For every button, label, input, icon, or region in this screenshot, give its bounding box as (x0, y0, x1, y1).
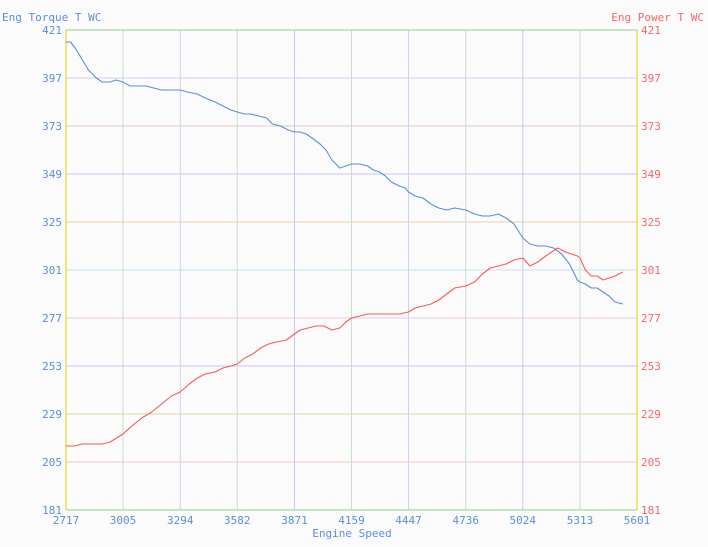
y-tick-label-right: 229 (641, 408, 661, 421)
y-tick-label-right: 301 (641, 264, 661, 277)
y-tick-label-left: 421 (42, 24, 62, 37)
y-tick-label-left: 325 (42, 216, 62, 229)
y-tick-label-left: 349 (42, 168, 62, 181)
y-tick-label-right: 277 (641, 312, 661, 325)
x-tick-label: 3005 (110, 514, 137, 527)
y-tick-label-right: 421 (641, 24, 661, 37)
label-layer: Eng Torque T WC Eng Power T WC Engine Sp… (2, 11, 704, 540)
x-tick-label: 4159 (338, 514, 365, 527)
x-tick-label: 5024 (510, 514, 537, 527)
left-axis-title: Eng Torque T WC (2, 11, 101, 24)
torque-series-line (66, 41, 624, 305)
right-axis-title: Eng Power T WC (611, 11, 704, 24)
x-tick-label: 3582 (224, 514, 251, 527)
power-series-line (66, 247, 624, 447)
y-tick-label-left: 205 (42, 456, 62, 469)
y-tick-label-right: 349 (641, 168, 661, 181)
y-tick-label-left: 373 (42, 120, 62, 133)
y-tick-label-left: 301 (42, 264, 62, 277)
x-tick-label: 3871 (281, 514, 308, 527)
y-tick-label-right: 205 (641, 456, 661, 469)
y-tick-label-right: 397 (641, 72, 661, 85)
x-tick-label: 3294 (167, 514, 194, 527)
x-axis-title: Engine Speed (312, 527, 391, 540)
x-tick-label: 5601 (624, 514, 651, 527)
y-tick-label-left: 229 (42, 408, 62, 421)
x-tick-label: 2717 (53, 514, 80, 527)
series-layer (66, 41, 624, 447)
y-tick-label-left: 277 (42, 312, 62, 325)
y-tick-label-left: 253 (42, 360, 62, 373)
y-tick-label-left: 397 (42, 72, 62, 85)
y-tick-label-right: 253 (641, 360, 661, 373)
y-tick-label-left: 181 (42, 504, 62, 517)
axis-layer (65, 29, 638, 511)
y-tick-label-right: 325 (641, 216, 661, 229)
y-tick-label-right: 373 (641, 120, 661, 133)
x-tick-label: 5313 (567, 514, 594, 527)
x-tick-label: 4447 (395, 514, 422, 527)
y-tick-label-right: 181 (641, 504, 661, 517)
x-tick-label: 4736 (452, 514, 479, 527)
